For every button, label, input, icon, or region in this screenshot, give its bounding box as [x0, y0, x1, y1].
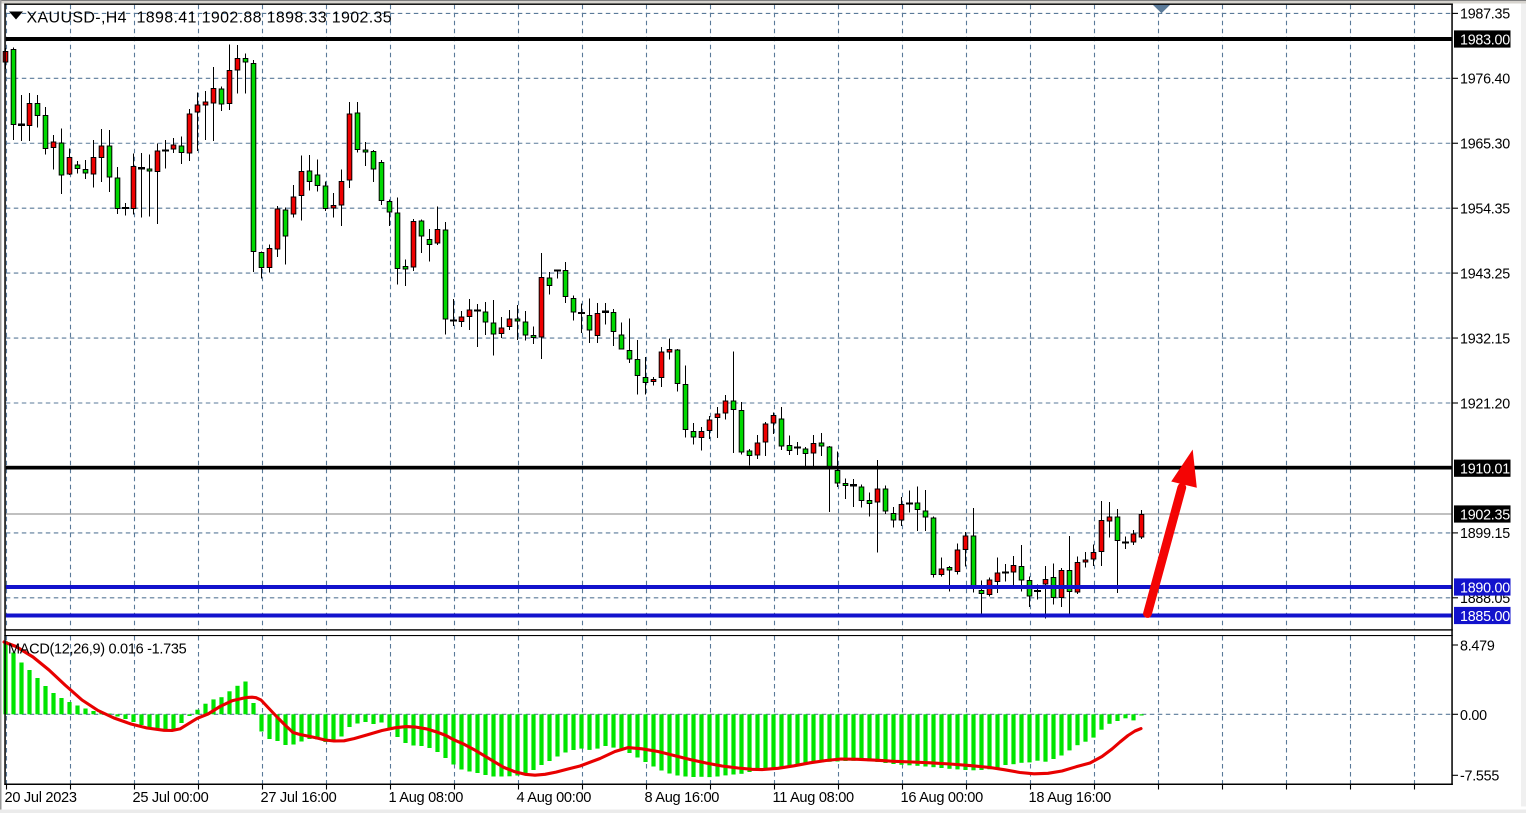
- svg-text:-7.555: -7.555: [1460, 769, 1499, 785]
- svg-text:1983.00: 1983.00: [1460, 32, 1510, 48]
- svg-text:MACD(12,26,9) 0.016 -1.735: MACD(12,26,9) 0.016 -1.735: [8, 642, 187, 658]
- svg-text:1943.25: 1943.25: [1460, 266, 1510, 282]
- svg-text:4 Aug 00:00: 4 Aug 00:00: [517, 790, 592, 806]
- svg-text:20 Jul 2023: 20 Jul 2023: [5, 790, 77, 806]
- svg-text:1899.15: 1899.15: [1460, 526, 1510, 542]
- svg-text:1 Aug 08:00: 1 Aug 08:00: [389, 790, 464, 806]
- svg-text:XAUUSD-,H4 1898.41 1902.88 18: XAUUSD-,H4 1898.41 1902.88 1898.33 1902.…: [27, 10, 393, 27]
- svg-text:16 Aug 00:00: 16 Aug 00:00: [901, 790, 984, 806]
- svg-text:0.00: 0.00: [1460, 708, 1487, 724]
- svg-text:1902.35: 1902.35: [1460, 507, 1510, 523]
- svg-text:8.479: 8.479: [1460, 638, 1495, 654]
- svg-text:1965.30: 1965.30: [1460, 137, 1510, 153]
- svg-text:8 Aug 16:00: 8 Aug 16:00: [645, 790, 720, 806]
- svg-text:1921.20: 1921.20: [1460, 396, 1510, 412]
- svg-text:27 Jul 16:00: 27 Jul 16:00: [261, 790, 337, 806]
- svg-text:1910.01: 1910.01: [1460, 462, 1510, 478]
- svg-text:1987.35: 1987.35: [1460, 7, 1510, 23]
- svg-text:1976.40: 1976.40: [1460, 72, 1510, 88]
- svg-text:25 Jul 00:00: 25 Jul 00:00: [133, 790, 209, 806]
- svg-text:1954.35: 1954.35: [1460, 202, 1510, 218]
- svg-text:11 Aug 08:00: 11 Aug 08:00: [773, 790, 855, 806]
- svg-text:18 Aug 16:00: 18 Aug 16:00: [1029, 790, 1112, 806]
- svg-text:1890.00: 1890.00: [1460, 580, 1510, 596]
- svg-text:1932.15: 1932.15: [1460, 331, 1510, 347]
- svg-text:1885.00: 1885.00: [1460, 609, 1510, 625]
